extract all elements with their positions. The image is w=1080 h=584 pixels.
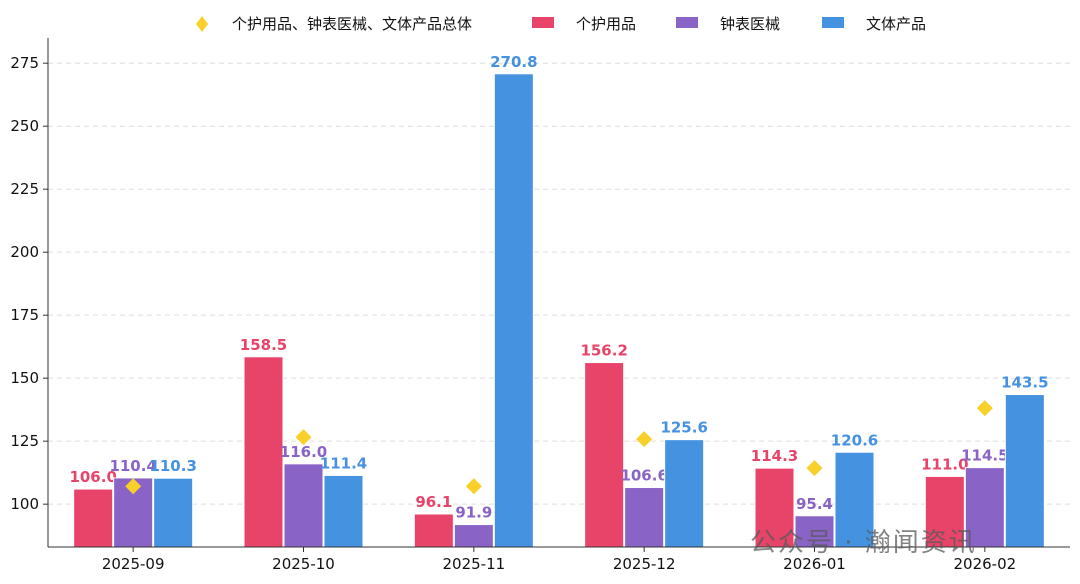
bar-2025-11-1: [453, 524, 494, 548]
y-tick-label: 150: [10, 369, 39, 387]
x-tick-label: 2025-11: [442, 555, 505, 573]
data-label: 116.0: [280, 443, 327, 461]
watermark: 公众号 · 瀚闻资讯: [750, 528, 977, 558]
data-label: 96.1: [415, 493, 452, 511]
legend-swatch: [822, 17, 844, 28]
x-tick-label: 2025-09: [102, 555, 165, 573]
bar-2026-01-2: [834, 451, 875, 548]
bar-2026-02-0: [924, 475, 965, 548]
x-tick-label: 2025-12: [613, 555, 676, 573]
data-label: 120.6: [831, 431, 878, 449]
data-label: 111.0: [921, 455, 968, 473]
data-label: 143.5: [1001, 374, 1048, 392]
bar-2026-01-1: [794, 515, 835, 548]
x-tick-label: 2026-01: [783, 555, 846, 573]
data-label: 106.0: [69, 468, 116, 486]
legend-label: 个护用品、钟表医械、文体产品总体: [232, 15, 472, 33]
bar-2026-01-0: [754, 467, 795, 548]
y-tick-label: 200: [10, 243, 39, 261]
data-label: 156.2: [580, 342, 627, 360]
x-tick-label: 2025-10: [272, 555, 335, 573]
bar-2025-11-2: [493, 73, 534, 548]
bar-2025-10-1: [283, 463, 324, 548]
legend-label: 钟表医械: [720, 15, 780, 33]
data-label: 114.5: [961, 447, 1008, 465]
legend-swatch: [676, 17, 698, 28]
bar-2026-02-2: [1004, 394, 1045, 548]
overlay-diamond-2026-02: [976, 400, 993, 417]
bar-2025-10-2: [323, 474, 364, 548]
bar-2026-02-1: [964, 467, 1005, 548]
data-label: 91.9: [455, 504, 492, 522]
data-label: 106.6: [620, 467, 667, 485]
bar-2025-11-0: [413, 513, 454, 548]
overlay-diamond-2025-10: [295, 429, 312, 446]
y-tick-label: 100: [10, 495, 39, 513]
bar-2025-12-0: [584, 362, 625, 548]
data-label: 95.4: [796, 495, 833, 513]
y-tick-label: 125: [10, 432, 39, 450]
legend-swatch: [532, 17, 554, 28]
legend-label: 文体产品: [866, 15, 926, 33]
y-tick-label: 275: [10, 54, 39, 72]
overlay-diamond-2026-01: [806, 460, 823, 477]
y-tick-label: 250: [10, 117, 39, 135]
data-label: 270.8: [490, 53, 537, 71]
bar-2025-12-2: [664, 439, 705, 548]
legend-label: 个护用品: [576, 15, 636, 33]
data-label: 110.4: [109, 457, 156, 475]
legend-diamond-icon: [196, 16, 208, 32]
overlay-diamond-2025-12: [636, 431, 653, 448]
data-label: 114.3: [751, 447, 798, 465]
data-label: 125.6: [660, 419, 707, 437]
data-label: 158.5: [240, 336, 287, 354]
y-tick-label: 175: [10, 306, 39, 324]
data-label: 110.3: [149, 457, 196, 475]
overlay-diamond-2025-11: [465, 478, 482, 495]
bar-2025-09-0: [73, 488, 114, 548]
y-tick-label: 225: [10, 180, 39, 198]
data-label: 111.4: [320, 454, 367, 472]
overlay-diamond-2025-09: [125, 478, 142, 495]
bar-2025-09-2: [153, 477, 194, 548]
bar-2025-12-1: [624, 487, 665, 548]
x-tick-label: 2026-02: [953, 555, 1016, 573]
bar-2025-10-0: [243, 356, 284, 548]
